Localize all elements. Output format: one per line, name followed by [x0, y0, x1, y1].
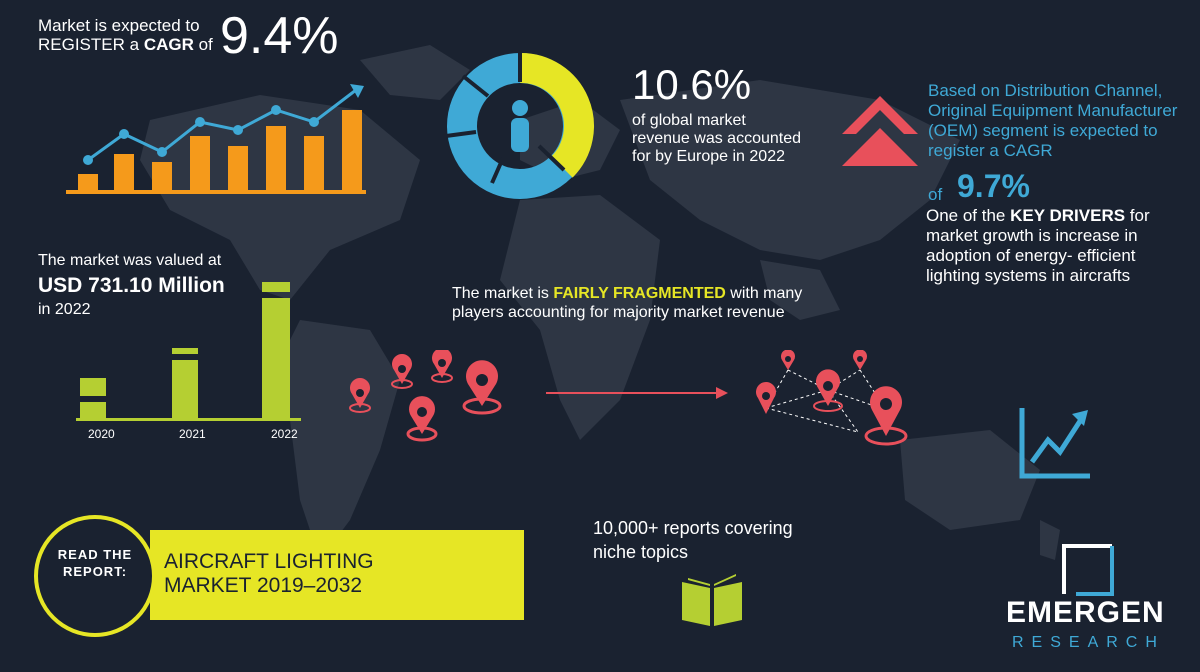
read-report-circle[interactable]	[34, 515, 156, 637]
oem-of-label: of	[928, 185, 943, 204]
valuation-year: in 2022	[38, 301, 91, 318]
europe-share-description: of global market revenue was accounted f…	[632, 112, 801, 165]
emergen-logo-name: EMERGEN	[1006, 596, 1165, 629]
emergen-logo-mark-icon	[1062, 544, 1114, 596]
oem-segment-description: Based on Distribution Channel, Original …	[928, 81, 1178, 160]
frag-suffix: with many players accounting for majorit…	[452, 285, 803, 321]
growth-chart-icon	[66, 84, 366, 194]
valuation-amount: USD 731.10 Million	[38, 274, 225, 297]
trend-up-chart-icon	[1019, 408, 1090, 479]
europe-donut-chart	[445, 48, 594, 199]
reports-text: 10,000+ reports covering niche topics	[593, 518, 793, 562]
drivers-prefix: One of the	[926, 206, 1011, 225]
open-book-icon	[682, 574, 742, 626]
year-label-2020: 2020	[88, 427, 115, 441]
year-label-2021: 2021	[179, 427, 206, 441]
arrow-right-icon	[546, 387, 728, 399]
cagr-line2-prefix: REGISTER a	[38, 35, 144, 54]
read-report-banner[interactable]	[150, 530, 524, 620]
fragmentation-text: The market is FAIRLY FRAGMENTED with man…	[452, 284, 812, 322]
valuation-line1: The market was valued at	[38, 252, 222, 269]
cagr-line2-suffix: of	[193, 35, 213, 54]
cagr-line2-bold: CAGR	[143, 35, 194, 54]
report-title[interactable]: AIRCRAFT LIGHTING MARKET 2019–2032	[164, 550, 374, 597]
drivers-bold: KEY DRIVERS	[1010, 206, 1126, 225]
cagr-line1: Market is expected to	[38, 16, 200, 35]
person-icon	[511, 100, 529, 152]
drivers-suffix: for market growth is increase in adoptio…	[926, 206, 1150, 285]
cagr-value: 9.4%	[220, 7, 339, 65]
read-report-label[interactable]: READ THE REPORT:	[57, 547, 133, 579]
frag-prefix: The market is	[452, 285, 554, 302]
year-label-2022: 2022	[271, 427, 298, 441]
key-drivers-text: One of the KEY DRIVERS for market growth…	[926, 206, 1191, 286]
emergen-logo-sub: RESEARCH	[1012, 634, 1165, 651]
cagr-line2: REGISTER a CAGR of	[38, 35, 223, 54]
connected-location-pins-icon	[756, 350, 908, 446]
oem-cagr-value: 9.7%	[957, 168, 1030, 204]
double-chevron-up-icon	[842, 96, 918, 166]
frag-highlight: FAIRLY FRAGMENTED	[553, 285, 726, 302]
scattered-location-pins-icon	[349, 350, 502, 442]
year-bar-icon	[76, 282, 301, 421]
europe-share-value: 10.6%	[632, 61, 752, 108]
cagr-description: Market is expected to REGISTER a CAGR of	[38, 16, 223, 54]
